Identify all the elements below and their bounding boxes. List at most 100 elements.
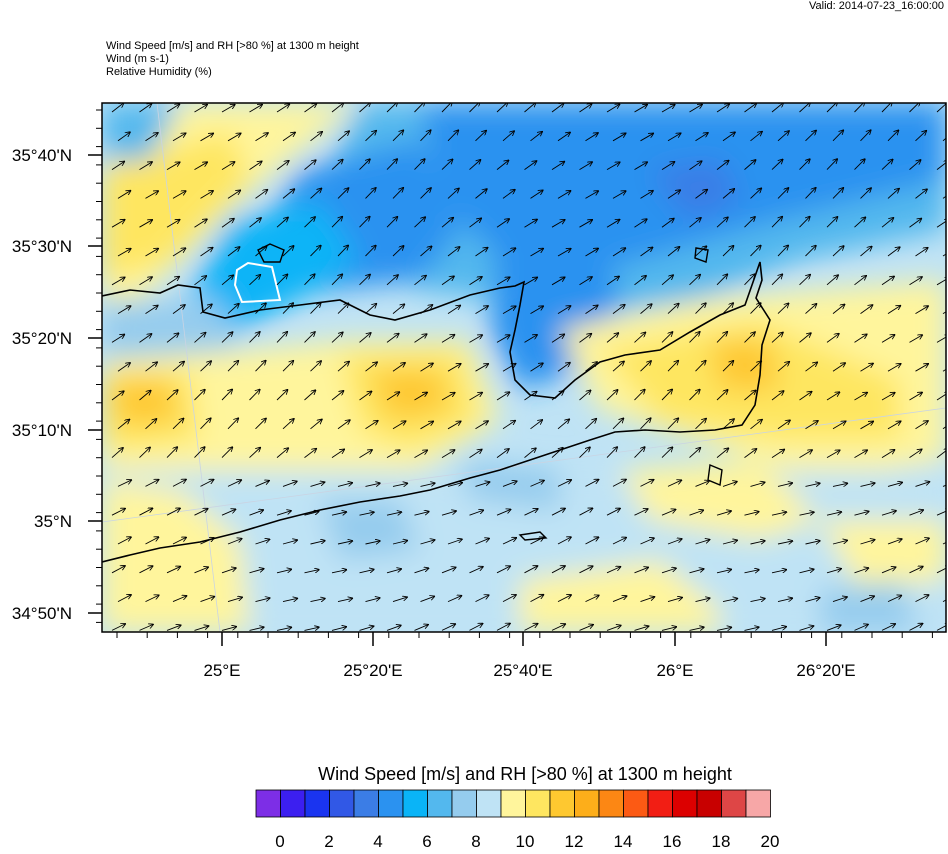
wind-arrow bbox=[194, 567, 209, 574]
wind-arrow bbox=[915, 421, 929, 430]
wind-arrow bbox=[936, 277, 946, 286]
wind-arrow bbox=[111, 161, 125, 170]
wind-arrow bbox=[716, 448, 729, 458]
wind-arrow bbox=[304, 274, 315, 286]
wind-arrow bbox=[111, 334, 125, 343]
colorbar-swatch bbox=[672, 789, 698, 818]
wind-arrow bbox=[530, 306, 544, 314]
wind-arrow bbox=[524, 566, 538, 574]
wind-arrow bbox=[860, 483, 876, 487]
wind-arrow bbox=[634, 219, 648, 228]
wind-arrow bbox=[469, 218, 482, 228]
wind-arrow bbox=[634, 389, 646, 401]
wind-arrow bbox=[887, 188, 899, 199]
wind-arrow bbox=[579, 334, 592, 343]
wind-arrow bbox=[255, 360, 266, 372]
wind-arrow bbox=[221, 627, 237, 631]
wind-arrow bbox=[221, 275, 233, 286]
wind-arrow bbox=[524, 448, 537, 458]
wind-arrow bbox=[695, 246, 707, 257]
colorbar-title: Wind Speed [m/s] and RH [>80 %] at 1300 … bbox=[318, 764, 732, 784]
wind-arrow bbox=[414, 450, 428, 458]
colorbar-labels: 0 2 4 6 8 10 12 14 16 18 20 bbox=[275, 832, 779, 851]
wind-arrow bbox=[585, 419, 597, 430]
wind-arrow bbox=[606, 219, 620, 228]
wind-arrow bbox=[826, 217, 838, 228]
wind-arrow bbox=[612, 537, 626, 545]
wind-arrow bbox=[392, 304, 405, 314]
wind-arrow bbox=[194, 162, 208, 170]
wind-arrow bbox=[359, 391, 372, 401]
wind-arrow bbox=[832, 130, 843, 142]
wind-arrow bbox=[716, 511, 731, 516]
wind-arrow bbox=[441, 450, 455, 458]
wind-arrow bbox=[221, 219, 234, 228]
wind-arrow bbox=[420, 421, 434, 430]
wind-arrow bbox=[744, 627, 760, 631]
wind-arrow bbox=[441, 392, 455, 401]
wind-arrow bbox=[496, 566, 510, 574]
wind-arrow bbox=[909, 218, 922, 228]
wind-arrow bbox=[331, 216, 342, 228]
lon-tick-label: 26°E bbox=[656, 661, 693, 680]
wind-arrow bbox=[365, 421, 379, 430]
lon-tick-label: 25°40'E bbox=[493, 661, 552, 680]
wind-arrow bbox=[282, 189, 295, 199]
wind-arrow bbox=[661, 627, 677, 631]
wind-arrow bbox=[359, 450, 373, 458]
wind-arrow bbox=[117, 191, 131, 199]
wind-arrow bbox=[227, 597, 242, 603]
wind-arrow bbox=[689, 218, 702, 228]
colorbar-swatch bbox=[402, 789, 428, 818]
wind-arrow bbox=[276, 390, 288, 401]
wind-arrow bbox=[771, 159, 783, 170]
wind-arrow bbox=[585, 479, 599, 487]
wind-arrow bbox=[557, 480, 571, 487]
wind-arrow bbox=[200, 191, 214, 199]
wind-arrow bbox=[750, 541, 766, 545]
wind-arrow bbox=[502, 306, 516, 314]
wind-arrow bbox=[282, 303, 293, 314]
wind-arrow bbox=[420, 483, 436, 487]
wind-arrow bbox=[139, 162, 153, 170]
wind-arrow bbox=[777, 303, 789, 314]
wind-arrow bbox=[276, 217, 288, 228]
wind-arrow bbox=[557, 132, 570, 142]
wind-arrow bbox=[337, 188, 349, 199]
wind-arrow bbox=[887, 247, 900, 257]
wind-arrow bbox=[304, 449, 317, 458]
wind-arrow bbox=[826, 569, 841, 574]
wind-vectors bbox=[111, 103, 946, 631]
wind-arrow bbox=[612, 305, 625, 314]
wind-arrow bbox=[689, 104, 703, 113]
wind-arrow bbox=[276, 511, 291, 516]
wind-arrow bbox=[475, 130, 487, 142]
wind-arrow bbox=[777, 483, 793, 487]
wind-arrow bbox=[579, 508, 593, 516]
wind-arrow bbox=[139, 624, 154, 631]
wind-arrow bbox=[502, 131, 514, 142]
wind-arrow bbox=[585, 191, 599, 199]
wind-arrow bbox=[331, 103, 344, 113]
wind-arrow bbox=[194, 389, 206, 401]
wind-arrow bbox=[304, 390, 316, 401]
wind-arrow bbox=[915, 189, 928, 199]
wind-arrow bbox=[282, 246, 294, 257]
colorbar-swatch bbox=[500, 789, 526, 818]
wind-arrow bbox=[936, 449, 946, 458]
wind-arrow bbox=[359, 216, 370, 228]
wind-arrow bbox=[145, 537, 159, 545]
wind-arrow bbox=[139, 566, 153, 574]
wind-arrow bbox=[860, 540, 875, 545]
wind-arrow bbox=[716, 217, 728, 228]
wind-arrow bbox=[331, 159, 343, 170]
wind-arrow bbox=[887, 421, 901, 430]
wind-arrow bbox=[496, 509, 511, 516]
wind-arrow bbox=[661, 447, 673, 458]
wind-arrow bbox=[475, 538, 490, 545]
wind-arrow bbox=[661, 218, 674, 228]
wind-arrow bbox=[942, 195, 946, 199]
wind-arrow bbox=[915, 595, 929, 603]
wind-arrow bbox=[530, 537, 544, 545]
wind-arrow bbox=[667, 597, 682, 603]
